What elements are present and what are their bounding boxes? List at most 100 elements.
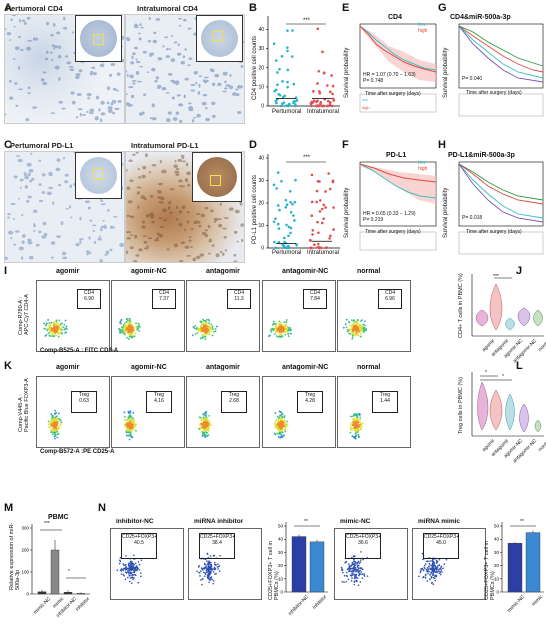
nucleus-dot <box>191 228 194 230</box>
nucleus-dot <box>224 80 227 84</box>
nucleus-dot <box>159 84 162 88</box>
data-point <box>320 221 324 225</box>
zoom-box-icon <box>210 175 221 186</box>
event-dot <box>364 320 366 323</box>
nucleus-dot <box>66 61 72 65</box>
gate-value: 7.37 <box>159 296 169 302</box>
event-dot <box>354 436 356 438</box>
event-dot <box>352 422 355 424</box>
nucleus-dot <box>183 18 187 22</box>
nucleus-dot <box>219 250 223 253</box>
event-dot <box>423 567 426 570</box>
event-dot <box>201 426 204 429</box>
event-dot <box>122 331 125 334</box>
event-dot <box>52 327 55 329</box>
event-dot <box>125 566 128 569</box>
event-dot <box>130 582 133 585</box>
nucleus-dot <box>195 81 198 85</box>
event-dot <box>286 423 289 426</box>
event-dot <box>199 575 201 577</box>
flow-plot: CD4 7.84 <box>262 280 336 352</box>
nucleus-dot <box>7 216 10 219</box>
event-dot <box>350 564 353 567</box>
event-dot <box>204 331 207 334</box>
nucleus-dot <box>8 230 14 235</box>
nucleus-dot <box>188 102 192 105</box>
data-point <box>289 200 292 204</box>
nucleus-dot <box>164 36 169 39</box>
panel-label-d: D <box>249 139 257 151</box>
data-point <box>316 104 320 107</box>
nucleus-dot <box>92 72 97 76</box>
event-dot <box>59 424 62 427</box>
nucleus-dot <box>189 236 192 239</box>
event-dot <box>348 328 351 330</box>
event-dot <box>356 564 359 567</box>
event-dot <box>214 561 216 564</box>
nucleus-dot <box>233 260 238 262</box>
data-point <box>289 226 293 230</box>
gate-label: CD25+FOXP3+ <box>424 534 460 540</box>
e-xlabel: Time after surgery (days) <box>365 91 421 97</box>
nucleus-dot <box>232 92 237 96</box>
gate-label: CD4 <box>384 290 395 296</box>
event-dot <box>355 570 358 572</box>
nucleus-dot <box>88 236 91 240</box>
nucleus-dot <box>92 229 96 233</box>
event-dot <box>355 421 358 423</box>
event-dot <box>133 335 136 338</box>
event-dot <box>357 322 359 325</box>
nucleus-dot <box>55 167 61 172</box>
event-dot <box>207 422 210 425</box>
nucleus-dot <box>14 230 20 233</box>
data-point <box>289 211 293 214</box>
event-dot <box>49 422 52 425</box>
event-dot <box>217 568 219 570</box>
event-dot <box>55 334 57 337</box>
nucleus-dot <box>190 83 196 86</box>
nucleus-dot <box>223 217 229 219</box>
event-dot <box>348 565 351 568</box>
event-dot <box>129 410 132 413</box>
event-dot <box>63 328 66 331</box>
event-dot <box>285 319 288 321</box>
event-dot <box>54 409 57 412</box>
nucleus-dot <box>149 117 153 120</box>
nucleus-dot <box>142 165 147 170</box>
nucleus-dot <box>148 171 152 174</box>
event-dot <box>126 571 128 574</box>
nucleus-dot <box>166 47 169 51</box>
nucleus-dot <box>30 152 33 156</box>
event-dot <box>205 410 208 413</box>
nucleus-dot <box>56 158 61 162</box>
gate-value: 6.96 <box>385 296 395 302</box>
event-dot <box>134 566 137 569</box>
event-dot <box>357 330 360 333</box>
event-dot <box>120 570 123 572</box>
nucleus-dot <box>91 224 97 227</box>
event-dot <box>127 410 130 413</box>
nucleus-dot <box>161 169 165 174</box>
event-dot <box>51 330 53 333</box>
event-dot <box>210 330 213 333</box>
event-dot <box>280 429 282 432</box>
event-dot <box>202 416 205 419</box>
event-dot <box>122 329 124 332</box>
nucleus-dot <box>27 238 32 242</box>
y-tick-label: 0 <box>26 592 29 597</box>
nucleus-dot <box>109 248 113 252</box>
event-dot <box>128 573 130 575</box>
flow-title-antagomir-NC: antagomir-NC <box>282 364 329 371</box>
event-dot <box>210 565 213 568</box>
event-dot <box>352 327 355 330</box>
nucleus-dot <box>127 103 133 107</box>
data-point <box>322 71 326 74</box>
event-dot <box>360 427 362 430</box>
nucleus-dot <box>158 217 163 219</box>
event-dot <box>197 329 200 332</box>
data-point <box>294 178 297 182</box>
l-sig-2: * <box>502 374 504 380</box>
event-dot <box>280 322 282 324</box>
event-dot <box>132 566 135 568</box>
nucleus-dot <box>75 243 80 247</box>
